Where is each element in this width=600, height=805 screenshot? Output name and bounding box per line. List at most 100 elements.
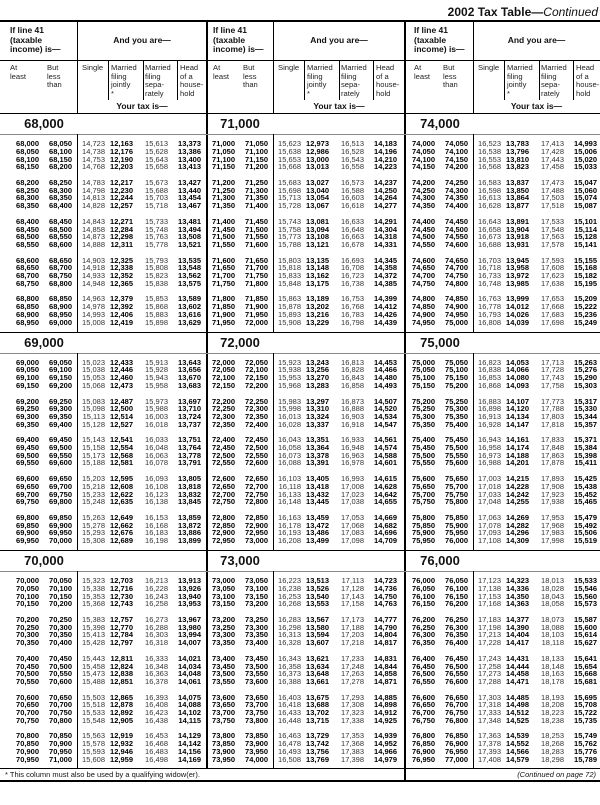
head-of-household-tax-cell: 15,600 [574,622,597,632]
single-tax-cell: 15,773 [278,232,301,242]
table-row: 75,050 75,100 16,838 14,066 17,728 15,276 [407,366,597,374]
head-of-household-tax-cell: 14,736 [374,583,397,593]
table-row: 71,800 71,850 15,863 13,189 16,753 14,399 [207,295,397,303]
married-jointly-tax-cell: 13,108 [306,232,329,242]
single-tax-cell: 15,713 [278,193,301,203]
single-tax-cell: 15,788 [278,239,301,249]
single-tax-cell: 16,568 [478,162,501,172]
table-row: 74,050 74,100 16,538 13,796 17,428 15,006 [407,148,597,156]
head-of-household-tax-cell: 14,493 [374,380,397,390]
married-separately-tax-cell: 16,153 [145,512,168,522]
head-of-household-tax-cell: 14,871 [374,676,397,686]
head-of-household-tax-cell: 13,575 [178,278,201,288]
table-row: 69,300 69,350 15,113 12,514 16,003 13,724 [11,413,201,421]
table-row: 72,300 72,350 16,013 13,324 16,903 14,534 [207,413,397,421]
married-separately-tax-cell: 16,258 [145,599,168,609]
married-separately-tax-cell: 15,973 [145,396,168,406]
married-jointly-tax-cell: 13,378 [306,450,329,460]
married-jointly-tax-cell: 12,487 [110,396,133,406]
table-row: 75,800 75,850 17,063 14,269 17,953 15,479 [407,514,597,522]
table-row: 72,450 72,500 16,058 13,364 16,948 14,574 [207,444,397,452]
married-separately-tax-cell: 15,853 [145,294,168,304]
married-jointly-tax-cell: 14,134 [506,411,529,421]
but-less-than-cell: 71,950 [245,309,268,319]
married-jointly-tax-cell: 13,796 [506,146,529,156]
head-of-household-tax-cell: 13,643 [178,357,201,367]
head-of-household-tax-cell: 13,791 [178,458,201,468]
at-least-cell: 72,150 [212,380,235,390]
married-separately-tax-cell: 16,183 [145,528,168,538]
single-tax-cell: 15,413 [82,630,105,640]
head-of-household-tax-cell: 14,979 [374,754,397,764]
but-less-than-cell: 74,500 [445,224,468,234]
at-least-cell: 69,500 [16,450,39,460]
table-row: 73,650 73,700 16,418 13,688 17,308 14,898 [207,701,397,709]
single-tax-cell: 14,738 [82,146,105,156]
married-separately-tax-cell: 17,338 [341,715,364,725]
at-least-cell: 75,700 [412,489,435,499]
married-jointly-tax-cell: 12,689 [110,536,133,545]
table-row: 68,550 68,600 14,888 12,311 15,778 13,521 [11,241,201,249]
married-separately-tax-cell: 17,683 [541,309,564,319]
married-jointly-tax-cell: 14,471 [506,676,529,686]
table-row: 73,900 73,950 16,493 13,756 17,383 14,966 [207,748,397,756]
table-row: 73,400 73,450 16,343 13,621 17,233 14,831 [207,655,397,663]
head-of-household-tax-cell: 13,602 [178,302,201,312]
head-of-household-tax-cell: 14,129 [178,731,201,741]
married-separately-tax-cell: 15,658 [145,162,168,172]
at-least-cell: 68,500 [16,232,39,242]
table-row: 69,650 69,700 15,218 12,608 16,108 13,818 [11,483,201,491]
subheader-divider [373,61,374,100]
single-tax-cell: 17,063 [478,512,501,522]
head-of-household-tax-cell: 15,128 [574,232,597,242]
table-row: 75,850 75,900 17,078 14,282 17,968 15,492 [407,521,597,530]
block-title-rule [0,352,600,354]
married-jointly-tax-cell: 12,311 [110,239,133,249]
single-tax-cell: 14,978 [82,302,105,312]
table-row: 75,300 75,350 16,913 14,134 17,803 15,344 [407,413,597,421]
at-least-cell: 74,750 [412,278,435,288]
table-row: 69,200 69,250 15,083 12,487 15,973 13,697 [11,396,201,406]
married-separately-tax-cell: 17,698 [541,317,564,327]
table-row: 71,900 71,950 15,893 13,216 16,783 14,426 [207,311,397,319]
single-tax-cell: 15,533 [82,708,105,717]
but-less-than-cell: 74,400 [445,201,468,211]
married-separately-tax-cell: 15,823 [145,271,168,280]
table-row: 72,000 72,050 15,923 13,243 16,813 14,453 [207,358,397,367]
but-less-than-cell: 70,150 [49,591,72,601]
at-least-cell: 68,550 [16,239,39,249]
head-of-household-tax-cell: 13,548 [178,263,201,273]
but-less-than-cell: 70,250 [49,615,72,624]
but-less-than-cell: 69,100 [49,365,72,375]
but-less-than-cell: 73,400 [245,638,268,648]
single-tax-cell: 15,473 [82,669,105,679]
but-less-than-cell: 68,500 [49,224,72,234]
head-of-household-tax-cell: 14,952 [374,739,397,749]
at-least-cell: 76,050 [412,583,435,593]
but-less-than-cell: 73,600 [245,676,268,686]
at-least-cell: 70,900 [16,746,39,756]
page-title: 2002 Tax Table—Continued [448,5,598,19]
table-row: 71,950 72,000 15,908 13,229 16,798 14,439 [207,318,397,327]
table-row: 75,700 75,750 17,033 14,242 17,923 15,452 [407,489,597,499]
head-of-household-tax-cell: 15,371 [574,435,597,445]
married-separately-tax-cell: 16,588 [341,185,364,195]
head-of-household-tax-cell: 13,886 [178,528,201,538]
married-jointly-tax-cell: 12,365 [110,278,133,288]
single-tax-cell: 16,298 [278,622,301,632]
married-jointly-tax-cell: 12,527 [110,419,133,429]
married-jointly-tax-cell: 12,892 [110,708,133,717]
married-separately-tax-cell: 16,063 [145,450,168,460]
head-of-household-tax-cell: 13,481 [178,216,201,226]
head-of-household-tax-cell: 15,776 [574,746,597,756]
married-jointly-tax-cell: 14,201 [506,458,529,468]
at-least-cell: 69,100 [16,373,39,383]
table-row: 73,750 73,800 16,448 13,715 17,338 14,925 [207,715,397,725]
married-separately-tax-cell: 18,193 [541,692,564,702]
married-jointly-tax-cell: 13,891 [506,216,529,226]
head-of-household-tax-cell: 14,898 [374,700,397,710]
married-separately-tax-cell: 17,263 [341,669,364,679]
married-jointly-heading: jointly [507,80,527,90]
single-tax-cell: 16,358 [278,661,301,671]
table-row: 73,150 73,200 16,268 13,553 17,158 14,763 [207,600,397,608]
